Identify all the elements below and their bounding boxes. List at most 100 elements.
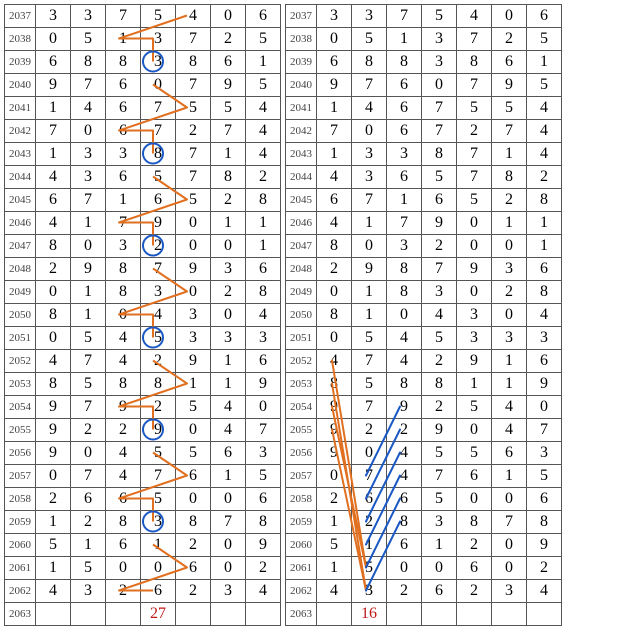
cell: 4 <box>36 350 71 373</box>
cell: 1 <box>492 465 527 488</box>
cell: 1 <box>211 465 246 488</box>
cell: 5 <box>352 327 387 350</box>
cell: 3 <box>36 5 71 28</box>
cell: 6 <box>246 488 281 511</box>
row-id: 2055 <box>5 419 36 442</box>
cell: 3 <box>141 51 176 74</box>
cell: 3 <box>422 511 457 534</box>
cell: 5 <box>71 373 106 396</box>
cell: 1 <box>36 511 71 534</box>
cell: 5 <box>352 28 387 51</box>
row-id: 2057 <box>5 465 36 488</box>
cell: 7 <box>457 28 492 51</box>
cell: 0 <box>457 281 492 304</box>
cell: 7 <box>352 189 387 212</box>
cell: 0 <box>492 534 527 557</box>
table-row: 20411467554 <box>286 97 562 120</box>
cell: 8 <box>457 51 492 74</box>
cell: 1 <box>317 511 352 534</box>
cell: 1 <box>317 557 352 580</box>
cell: 7 <box>387 5 422 28</box>
cell: 8 <box>387 511 422 534</box>
cell: 0 <box>36 281 71 304</box>
table-row: 20396883861 <box>5 51 281 74</box>
cell: 6 <box>387 74 422 97</box>
row-id: 2044 <box>286 166 317 189</box>
cell: 2 <box>457 580 492 603</box>
cell: 6 <box>246 258 281 281</box>
row-id: 2048 <box>286 258 317 281</box>
table-row: 20464179011 <box>5 212 281 235</box>
cell: 2 <box>527 166 562 189</box>
cell: 0 <box>141 557 176 580</box>
table-row: 20524742916 <box>286 350 562 373</box>
table-row: 20482987936 <box>286 258 562 281</box>
cell: 1 <box>36 557 71 580</box>
cell: 8 <box>527 189 562 212</box>
cell: 2 <box>106 580 141 603</box>
cell: 1 <box>492 212 527 235</box>
cell: 0 <box>422 74 457 97</box>
cell: 4 <box>352 97 387 120</box>
row-id: 2063 <box>286 603 317 626</box>
cell: 6 <box>71 488 106 511</box>
cell: 7 <box>71 189 106 212</box>
table-row: 20373375406 <box>5 5 281 28</box>
cell: 6 <box>387 488 422 511</box>
row-id: 2042 <box>5 120 36 143</box>
cell: 4 <box>211 419 246 442</box>
cell: 5 <box>176 396 211 419</box>
cell: 8 <box>176 511 211 534</box>
table-row: 20582665006 <box>5 488 281 511</box>
cell: 2 <box>141 235 176 258</box>
row-id: 2041 <box>286 97 317 120</box>
cell: 9 <box>106 396 141 419</box>
cell: 5 <box>246 74 281 97</box>
row-id: 2041 <box>5 97 36 120</box>
cell: 5 <box>141 166 176 189</box>
table-row: 20591283878 <box>286 511 562 534</box>
cell: 3 <box>141 28 176 51</box>
cell <box>71 603 106 626</box>
cell: 6 <box>527 258 562 281</box>
cell: 8 <box>246 511 281 534</box>
table-row: 20624326234 <box>286 580 562 603</box>
cell: 9 <box>246 534 281 557</box>
cell: 6 <box>141 189 176 212</box>
cell: 1 <box>246 235 281 258</box>
cell <box>492 603 527 626</box>
cell: 3 <box>352 5 387 28</box>
cell: 7 <box>176 143 211 166</box>
cell: 0 <box>211 534 246 557</box>
cell: 3 <box>527 442 562 465</box>
row-id: 2049 <box>286 281 317 304</box>
row-id: 2051 <box>5 327 36 350</box>
table-row: 20570747615 <box>286 465 562 488</box>
cell: 0 <box>317 28 352 51</box>
cell: 4 <box>36 580 71 603</box>
cell: 7 <box>176 166 211 189</box>
cell: 1 <box>36 97 71 120</box>
cell: 3 <box>141 281 176 304</box>
cell: 2 <box>211 189 246 212</box>
row-id: 2046 <box>5 212 36 235</box>
cell: 5 <box>527 74 562 97</box>
cell: 5 <box>527 465 562 488</box>
cell: 0 <box>211 5 246 28</box>
cell: 6 <box>106 74 141 97</box>
cell: 8 <box>106 258 141 281</box>
table-row: 20510545333 <box>5 327 281 350</box>
left-panel: 2037337540620380513725203968838612040976… <box>4 4 281 626</box>
cell: 4 <box>387 465 422 488</box>
cell: 9 <box>352 258 387 281</box>
cell: 4 <box>527 143 562 166</box>
cell: 9 <box>527 373 562 396</box>
cell: 6 <box>317 189 352 212</box>
cell: 5 <box>176 97 211 120</box>
table-row: 20482987936 <box>5 258 281 281</box>
cell: 3 <box>422 51 457 74</box>
cell: 9 <box>36 74 71 97</box>
cell: 7 <box>71 350 106 373</box>
cell: 9 <box>36 419 71 442</box>
cell: 0 <box>492 557 527 580</box>
